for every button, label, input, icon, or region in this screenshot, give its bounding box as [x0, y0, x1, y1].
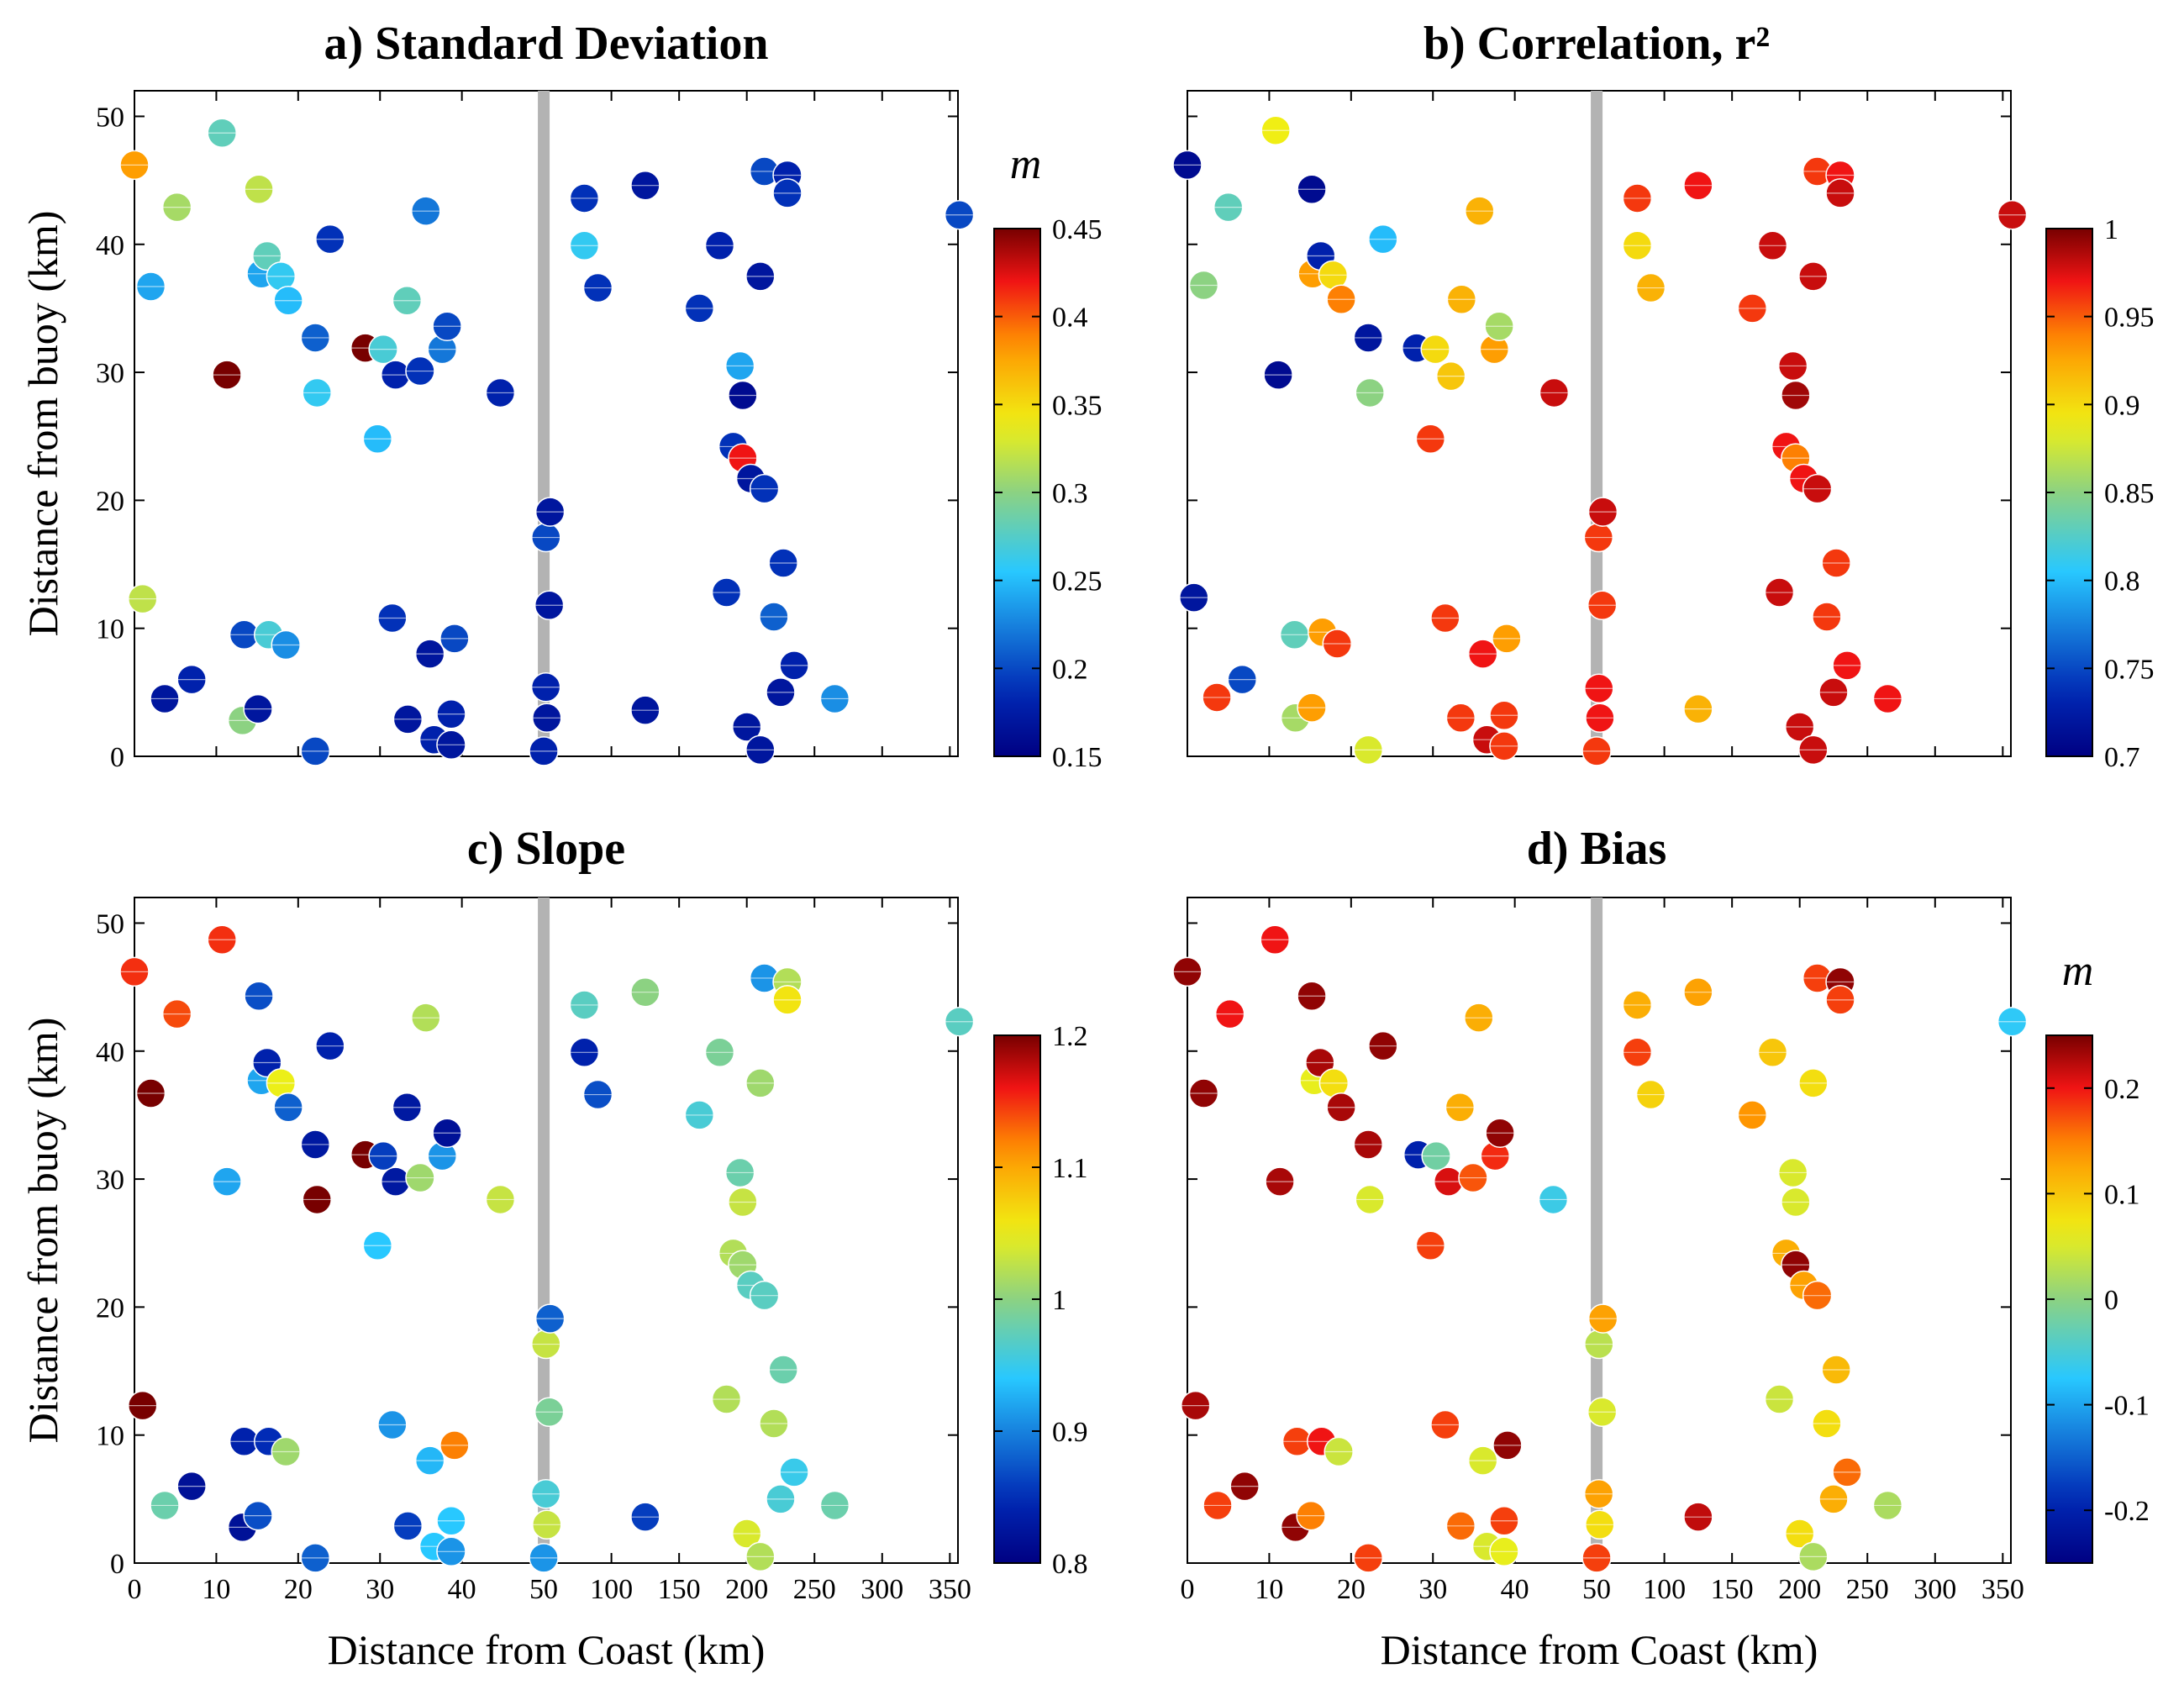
- colorbar-tick-label: 0.45: [1052, 214, 1103, 245]
- y-tick-label: 0: [110, 1549, 124, 1580]
- colorbar-tick-label: -0.2: [2104, 1496, 2150, 1527]
- x-tick-label: 40: [1501, 1574, 1529, 1605]
- colorbar-tick-label: 0.3: [1052, 478, 1088, 509]
- x-tick-label: 40: [448, 1574, 476, 1605]
- x-tick-label: 20: [284, 1574, 313, 1605]
- y-tick-label: 50: [96, 908, 124, 940]
- x-axis-label: Distance from Coast (km): [1381, 1626, 1818, 1673]
- y-tick-label: 40: [96, 1037, 124, 1068]
- x-tick-label: 10: [1255, 1574, 1283, 1605]
- x-tick-label: 250: [793, 1574, 836, 1605]
- colorbar-unit-label: m: [1010, 140, 1042, 188]
- x-tick-label: 50: [529, 1574, 558, 1605]
- x-tick-label: 200: [725, 1574, 768, 1605]
- y-tick-label: 30: [96, 358, 124, 389]
- y-tick-label: 10: [96, 1421, 124, 1452]
- panel-b: b) Correlation, r² 0.7 0.75 0.8 0.85 0.9 0.95 1: [1172, 18, 2155, 773]
- x-tick-label: 20: [1337, 1574, 1366, 1605]
- y-tick-label: 40: [96, 230, 124, 261]
- x-tick-label: 350: [929, 1574, 971, 1605]
- x-tick-label: 150: [658, 1574, 701, 1605]
- panel-c: c) Slope 0 10 20 30 40 50 0 10 20 30 40 50 100 150 200 2…: [96, 823, 1088, 1605]
- panel-title: b) Correlation, r²: [1424, 18, 1770, 70]
- x-tick-label: 0: [1181, 1574, 1195, 1605]
- colorbar-tick-label: 1: [2104, 214, 2118, 245]
- colorbar-tick-label: 0.2: [1052, 654, 1088, 685]
- colorbar-tick-label: 1.2: [1052, 1021, 1088, 1052]
- colorbar-tick-label: 0.15: [1052, 742, 1103, 773]
- colorbar-tick-label: 0.2: [2104, 1074, 2140, 1105]
- colorbar-tick-label: 0.95: [2104, 303, 2155, 334]
- x-tick-label: 30: [366, 1574, 394, 1605]
- x-tick-label: 0: [128, 1574, 142, 1605]
- coast-break-line: [1591, 91, 1603, 756]
- panel-d: d) Bias 0 10 20 30 40 50 100 150 200 250 300 350 -0.2…: [1172, 823, 2150, 1605]
- x-tick-label: 100: [590, 1574, 633, 1605]
- panel-title: c) Slope: [467, 823, 625, 875]
- x-tick-label: 10: [202, 1574, 230, 1605]
- colorbar-tick-label: 0: [2104, 1285, 2118, 1316]
- colorbar-tick-label: 0.75: [2104, 654, 2155, 685]
- y-axis-label: Distance from buoy (km): [19, 1018, 66, 1444]
- y-axis-label: Distance from buoy (km): [19, 211, 66, 637]
- colorbar-tick-label: 0.85: [2104, 478, 2155, 509]
- coast-break-line: [538, 898, 550, 1563]
- x-tick-label: 150: [1711, 1574, 1754, 1605]
- colorbar-unit-label: m: [2062, 947, 2094, 995]
- colorbar-tick-label: 1.1: [1052, 1153, 1088, 1184]
- colorbar-tick-label: -0.1: [2104, 1391, 2150, 1422]
- panel-title: d) Bias: [1527, 823, 1667, 875]
- colorbar-tick-label: 0.9: [1052, 1417, 1088, 1448]
- x-tick-label: 250: [1846, 1574, 1889, 1605]
- colorbar-tick-label: 0.9: [2104, 390, 2140, 421]
- colorbar-tick-label: 0.1: [2104, 1179, 2140, 1210]
- colorbar-tick-label: 0.35: [1052, 390, 1103, 421]
- y-tick-label: 50: [96, 102, 124, 133]
- x-tick-label: 50: [1582, 1574, 1611, 1605]
- x-tick-label: 30: [1418, 1574, 1447, 1605]
- colorbar-tick-label: 0.8: [1052, 1549, 1088, 1580]
- y-tick-label: 10: [96, 614, 124, 645]
- y-tick-label: 20: [96, 486, 124, 517]
- coast-break-line: [1591, 898, 1603, 1563]
- colorbar-tick-label: 0.25: [1052, 566, 1103, 597]
- y-tick-label: 20: [96, 1292, 124, 1324]
- colorbar-tick-label: 0.8: [2104, 566, 2140, 597]
- x-tick-label: 300: [1913, 1574, 1956, 1605]
- x-tick-label: 350: [1981, 1574, 2024, 1605]
- y-tick-label: 30: [96, 1165, 124, 1196]
- colorbar-tick-label: 1: [1052, 1285, 1066, 1316]
- colorbar-tick-label: 0.7: [2104, 742, 2140, 773]
- colorbar-tick-label: 0.4: [1052, 303, 1088, 334]
- x-tick-label: 200: [1778, 1574, 1821, 1605]
- x-tick-label: 100: [1643, 1574, 1686, 1605]
- panel-title: a) Standard Deviation: [324, 18, 769, 70]
- x-axis-label: Distance from Coast (km): [328, 1626, 766, 1673]
- x-tick-label: 300: [860, 1574, 903, 1605]
- coast-break-line: [538, 91, 550, 756]
- y-tick-label: 0: [110, 742, 124, 773]
- panel-a: a) Standard Deviation 0 10 20 30 40 50 0.15 0.2 0…: [96, 18, 1103, 773]
